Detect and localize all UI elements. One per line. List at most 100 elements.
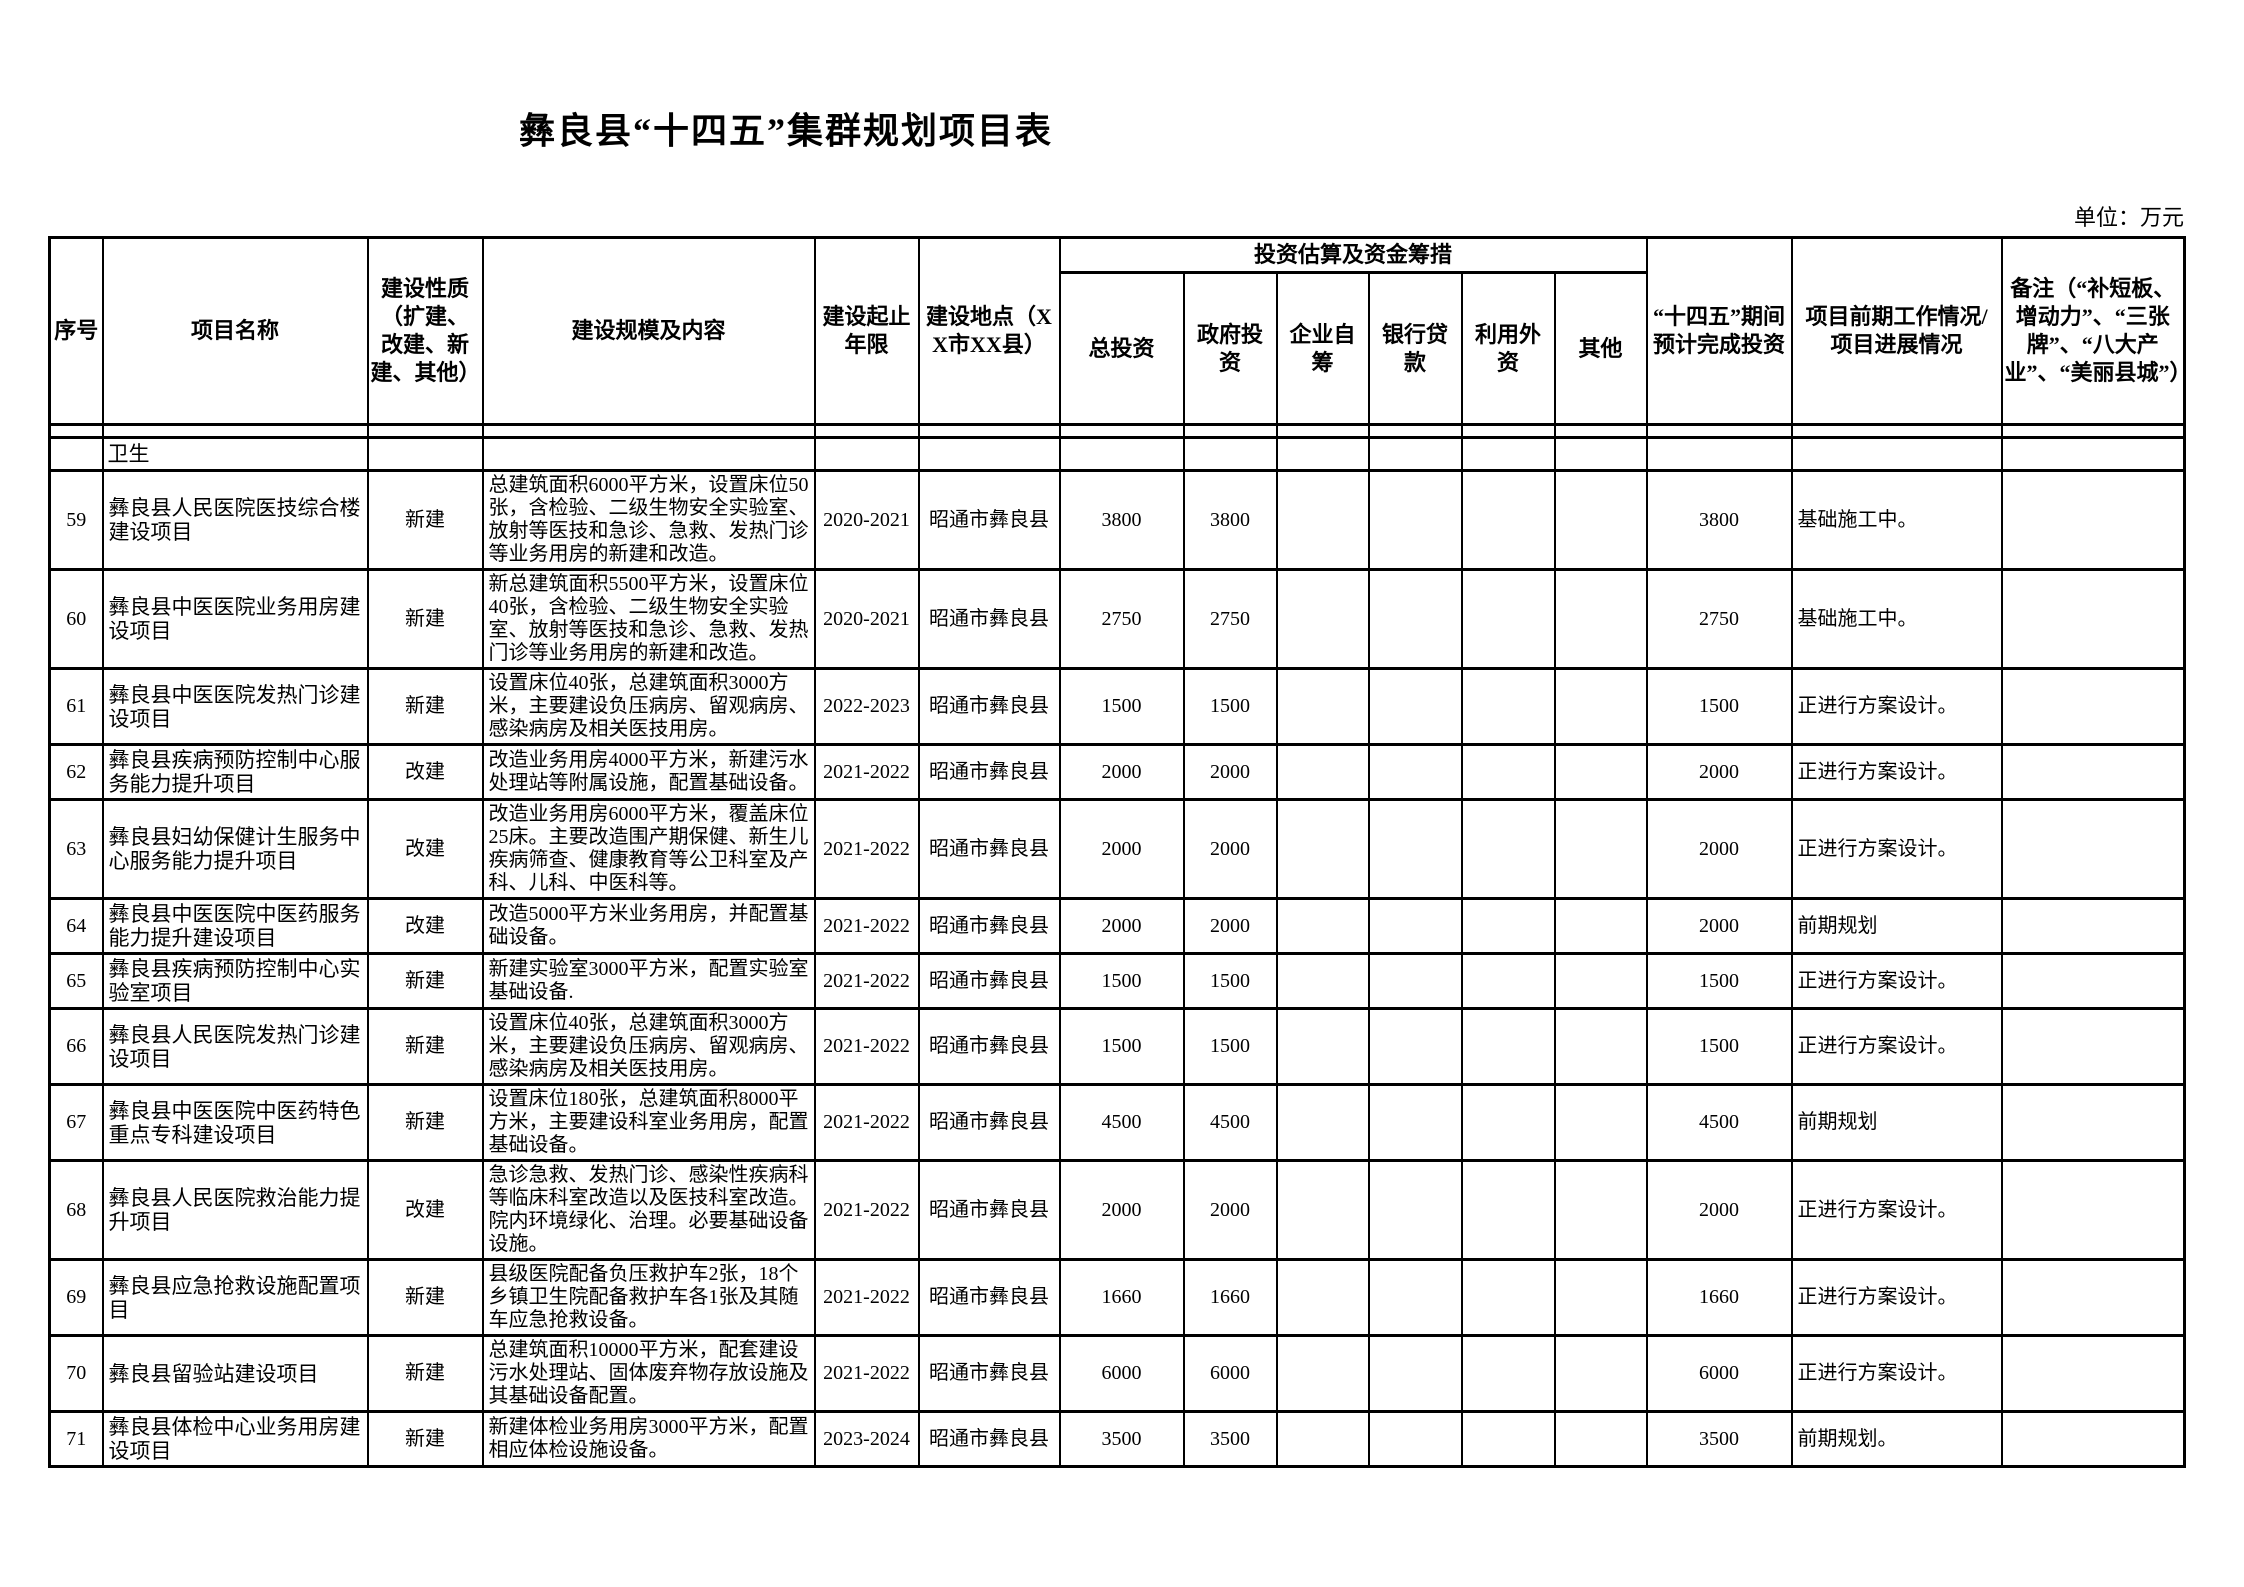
cell-project-name: 彝良县应急抢救设施配置项目	[101, 1258, 369, 1337]
cell-total-investment: 3800	[1058, 469, 1185, 571]
cell-gov-investment: 3500	[1182, 1410, 1278, 1468]
cell-other-funds	[1553, 469, 1648, 571]
cell-scale: 改造5000平方米业务用房，并配置基础设备。	[481, 897, 816, 955]
table-row: 65 彝良县疾病预防控制中心实验室项目 新建 新建实验室3000平方米，配置实验…	[48, 952, 2186, 1010]
cell-progress: 前期规划	[1790, 897, 2003, 955]
cell-seq: 69	[48, 1258, 104, 1337]
cell-location: 昭通市彝良县	[917, 1410, 1061, 1468]
cell-other-funds	[1553, 1007, 1648, 1086]
cell-gov-investment: 3800	[1182, 469, 1278, 571]
cell-scale: 新建实验室3000平方米，配置实验室基础设备.	[481, 952, 816, 1010]
cell-plan145: 2000	[1645, 897, 1793, 955]
cell-location: 昭通市彝良县	[917, 667, 1061, 746]
cell-progress: 正进行方案设计。	[1790, 1007, 2003, 1086]
cell-remark	[2000, 897, 2186, 955]
cell-self-raised	[1275, 897, 1370, 955]
header-investment-group: 投资估算及资金筹措	[1058, 236, 1648, 274]
cell-other-funds	[1553, 798, 1648, 900]
cell-gov-investment: 1500	[1182, 952, 1278, 1010]
cell-other-funds	[1553, 1334, 1648, 1413]
cell-gov-investment: 1660	[1182, 1258, 1278, 1337]
cell-seq: 64	[48, 897, 104, 955]
cell-project-name: 彝良县疾病预防控制中心服务能力提升项目	[101, 743, 369, 801]
cell-plan145: 6000	[1645, 1334, 1793, 1413]
cell-location: 昭通市彝良县	[917, 798, 1061, 900]
cell-other-funds	[1553, 1410, 1648, 1468]
cell-self-raised	[1275, 1007, 1370, 1086]
cell-remark	[2000, 568, 2186, 670]
cell-period: 2021-2022	[813, 1334, 920, 1413]
cell-nature: 新建	[366, 1083, 484, 1162]
header-self-raised: 企业自筹	[1275, 271, 1370, 426]
cell-progress: 正进行方案设计。	[1790, 1258, 2003, 1337]
cell-remark	[2000, 1334, 2186, 1413]
cell-self-raised	[1275, 952, 1370, 1010]
cell-scale: 新建体检业务用房3000平方米，配置相应体检设施设备。	[481, 1410, 816, 1468]
cell-bank-loan	[1367, 1258, 1463, 1337]
cell-seq: 67	[48, 1083, 104, 1162]
cell-project-name: 彝良县体检中心业务用房建设项目	[101, 1410, 369, 1468]
cell-project-name: 彝良县人民医院发热门诊建设项目	[101, 1007, 369, 1086]
cell-foreign-capital	[1460, 952, 1556, 1010]
cell-other-funds	[1553, 952, 1648, 1010]
cell-scale: 总建筑面积6000平方米，设置床位50张，含检验、二级生物安全实验室、放射等医技…	[481, 469, 816, 571]
table-row: 70 彝良县留验站建设项目 新建 总建筑面积10000平方米，配套建设污水处理站…	[48, 1334, 2186, 1413]
cell-self-raised	[1275, 798, 1370, 900]
table-body: 卫生 59 彝良县人民医院医技综合楼建设项目 新建 总建筑面积6000平方米，设…	[48, 423, 2186, 1468]
cell-total-investment: 1500	[1058, 667, 1185, 746]
cell-gov-investment: 2000	[1182, 897, 1278, 955]
table-row: 62 彝良县疾病预防控制中心服务能力提升项目 改建 改造业务用房4000平方米，…	[48, 743, 2186, 801]
cell-other-funds	[1553, 667, 1648, 746]
cell-progress: 正进行方案设计。	[1790, 952, 2003, 1010]
cell-period: 2021-2022	[813, 952, 920, 1010]
cell-remark	[2000, 743, 2186, 801]
cell-bank-loan	[1367, 1410, 1463, 1468]
cell-total-investment: 3500	[1058, 1410, 1185, 1468]
cell-period: 2021-2022	[813, 1159, 920, 1261]
cell-period: 2021-2022	[813, 798, 920, 900]
cell-gov-investment: 1500	[1182, 667, 1278, 746]
cell-foreign-capital	[1460, 568, 1556, 670]
cell-total-investment: 2000	[1058, 897, 1185, 955]
cell-plan145: 2000	[1645, 743, 1793, 801]
header-period: 建设起止年限	[813, 236, 920, 426]
cell-remark	[2000, 1083, 2186, 1162]
cell-scale: 急诊急救、发热门诊、感染性疾病科等临床科室改造以及医技科室改造。院内环境绿化、治…	[481, 1159, 816, 1261]
cell-project-name: 彝良县人民医院医技综合楼建设项目	[101, 469, 369, 571]
cell-remark	[2000, 1007, 2186, 1086]
table-row: 60 彝良县中医医院业务用房建设项目 新建 新总建筑面积5500平方米，设置床位…	[48, 568, 2186, 670]
table-row: 66 彝良县人民医院发热门诊建设项目 新建 设置床位40张，总建筑面积3000方…	[48, 1007, 2186, 1086]
cell-foreign-capital	[1460, 1159, 1556, 1261]
cell-remark	[2000, 1159, 2186, 1261]
cell-bank-loan	[1367, 568, 1463, 670]
cell-total-investment: 2000	[1058, 1159, 1185, 1261]
cell-gov-investment: 2000	[1182, 743, 1278, 801]
table-row: 68 彝良县人民医院救治能力提升项目 改建 急诊急救、发热门诊、感染性疾病科等临…	[48, 1159, 2186, 1261]
table-row: 71 彝良县体检中心业务用房建设项目 新建 新建体检业务用房3000平方米，配置…	[48, 1410, 2186, 1468]
cell-other-funds	[1553, 897, 1648, 955]
cell-gov-investment: 6000	[1182, 1334, 1278, 1413]
cell-progress: 正进行方案设计。	[1790, 1159, 2003, 1261]
cell-scale: 县级医院配备负压救护车2张，18个乡镇卫生院配备救护车各1张及其随车应急抢救设备…	[481, 1258, 816, 1337]
table-row: 69 彝良县应急抢救设施配置项目 新建 县级医院配备负压救护车2张，18个乡镇卫…	[48, 1258, 2186, 1337]
cell-progress: 正进行方案设计。	[1790, 743, 2003, 801]
cell-remark	[2000, 667, 2186, 746]
cell-scale: 改造业务用房6000平方米，覆盖床位25床。主要改造围产期保健、新生儿疾病筛查、…	[481, 798, 816, 900]
cell-period: 2021-2022	[813, 1007, 920, 1086]
cell-seq: 61	[48, 667, 104, 746]
cell-bank-loan	[1367, 1083, 1463, 1162]
cell-total-investment: 2750	[1058, 568, 1185, 670]
cell-nature: 新建	[366, 1334, 484, 1413]
cell-plan145: 1500	[1645, 1007, 1793, 1086]
cell-foreign-capital	[1460, 798, 1556, 900]
cell-total-investment: 1660	[1058, 1258, 1185, 1337]
cell-plan145: 2000	[1645, 798, 1793, 900]
cell-self-raised	[1275, 1334, 1370, 1413]
cell-progress: 基础施工中。	[1790, 469, 2003, 571]
cell-remark	[2000, 469, 2186, 571]
cell-project-name: 彝良县疾病预防控制中心实验室项目	[101, 952, 369, 1010]
cell-nature: 新建	[366, 469, 484, 571]
cell-self-raised	[1275, 1159, 1370, 1261]
header-scale: 建设规模及内容	[481, 236, 816, 426]
cell-remark	[2000, 1410, 2186, 1468]
